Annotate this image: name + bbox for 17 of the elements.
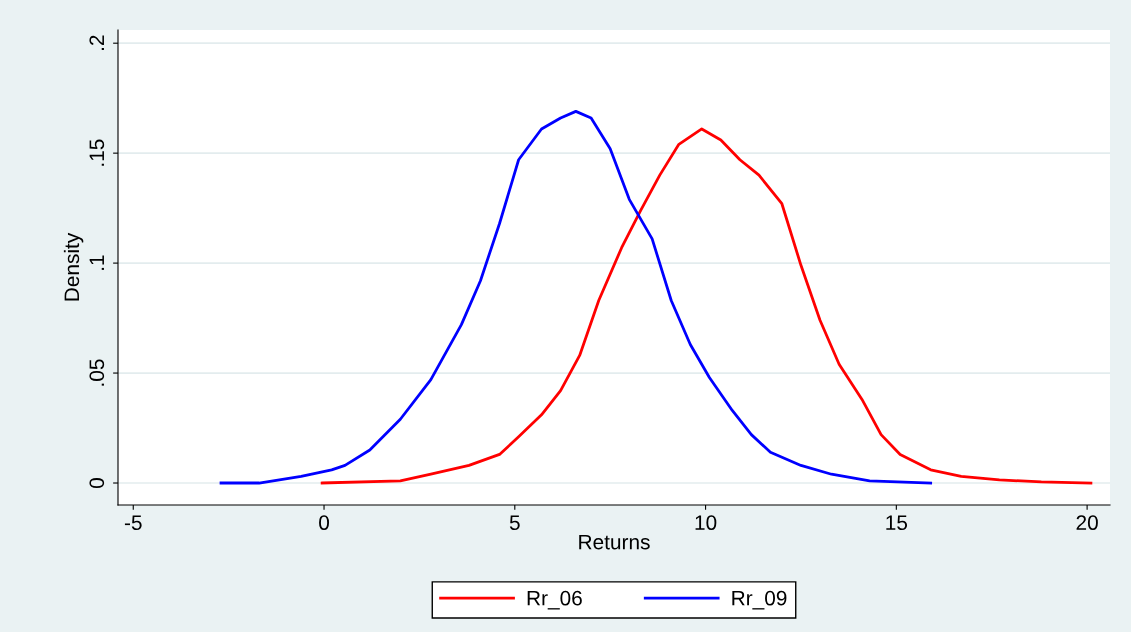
line-series (320, 127, 1093, 485)
y-tick-label: .15 (89, 139, 105, 166)
x-tick-label: 5 (509, 515, 520, 531)
line-series (219, 109, 933, 485)
y-tick-label: .05 (89, 359, 105, 386)
x-tick-label: 10 (695, 515, 717, 531)
legend-label: Rr_09 (732, 590, 787, 610)
y-tick-label: .2 (89, 35, 104, 50)
x-tick-label: 15 (886, 515, 908, 531)
y-tick-label: .1 (89, 255, 104, 270)
x-tick-label: 0 (319, 515, 330, 531)
x-tick-label: -5 (124, 515, 142, 531)
x-axis-title: Returns (579, 534, 650, 550)
legend-label: Rr_06 (527, 590, 582, 610)
x-tick-label: 20 (1076, 515, 1098, 531)
y-axis-title: Density (63, 232, 84, 301)
y-tick-label: 0 (89, 478, 105, 488)
